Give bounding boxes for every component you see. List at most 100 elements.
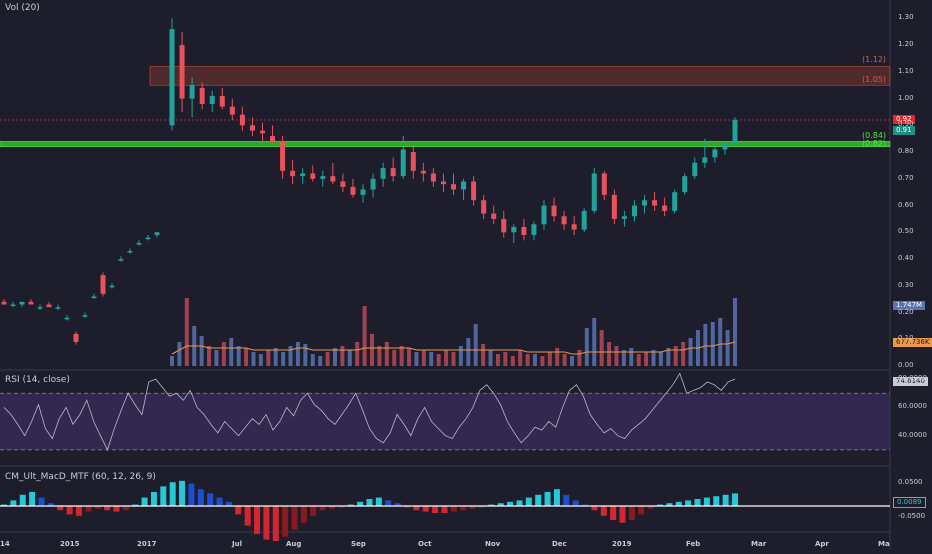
- volume-bar: [236, 346, 241, 366]
- candle-body: [169, 29, 175, 126]
- volume-bar: [651, 350, 656, 366]
- candle-body: [440, 181, 446, 185]
- macd-histogram-bar: [647, 506, 654, 509]
- candle-body: [702, 157, 708, 163]
- volume-bar: [421, 350, 426, 366]
- macd-histogram-bar: [432, 506, 439, 513]
- candle-body: [270, 136, 276, 142]
- time-axis-label: Dec: [552, 540, 567, 548]
- volume-bar: [599, 330, 604, 366]
- candle-body: [82, 315, 88, 317]
- volume-bar: [170, 356, 174, 366]
- price-tick-label: 0.30: [898, 280, 914, 289]
- volume-bar: [703, 324, 708, 366]
- rsi-tick-label: 60.0000: [898, 402, 927, 411]
- volume-bar: [214, 350, 219, 366]
- rsi-tick-label: 80.0000: [898, 374, 927, 383]
- macd-histogram-bar: [207, 493, 214, 506]
- volume-bar: [362, 306, 367, 366]
- candle-body: [400, 149, 406, 177]
- time-axis-label: Aug: [286, 540, 302, 548]
- volume-bar: [503, 352, 508, 366]
- candle-body: [501, 218, 507, 233]
- candle-body: [672, 192, 678, 211]
- macd-histogram-bar: [394, 503, 401, 506]
- macd-histogram-bar: [160, 486, 167, 506]
- price-tick-label: 0.90: [898, 120, 914, 129]
- macd-histogram-bar: [516, 500, 523, 506]
- volume-bar: [258, 354, 263, 366]
- rsi-tick-label: 40.0000: [898, 430, 927, 439]
- macd-histogram-bar: [329, 506, 336, 509]
- last-price-badge: 0.92: [893, 115, 915, 124]
- time-axis-label: Nov: [485, 540, 501, 548]
- candle-body: [662, 205, 668, 211]
- volume-bar: [288, 346, 293, 366]
- candle-body: [631, 205, 637, 217]
- candle-body: [692, 162, 698, 177]
- volume-bar: [688, 338, 693, 366]
- macd-histogram-bar: [488, 504, 495, 506]
- macd-histogram-bar: [619, 506, 626, 523]
- candle-body: [100, 275, 106, 294]
- macd-histogram-bar: [703, 497, 710, 506]
- volume-bar: [540, 356, 545, 366]
- volume-bar: [199, 336, 204, 366]
- volume-pane-label: Vol (20): [5, 3, 40, 13]
- volume-bar: [681, 342, 686, 366]
- macd-histogram-bar: [732, 493, 738, 506]
- price-tick-label: 0.10: [898, 334, 914, 343]
- macd-histogram-bar: [441, 506, 448, 513]
- price-tick-label: 0.40: [898, 254, 914, 263]
- candle-body: [290, 170, 296, 177]
- candle-body: [259, 130, 265, 134]
- volume-bar: [621, 350, 626, 366]
- volume-bar: [177, 342, 182, 366]
- macd-histogram-bar: [132, 504, 139, 506]
- candle-body: [209, 95, 215, 104]
- volume-bar: [332, 348, 337, 366]
- macd-histogram-bar: [535, 494, 542, 506]
- macd-histogram-bar: [713, 496, 720, 506]
- candle-body: [189, 85, 195, 99]
- candle-body: [310, 173, 316, 179]
- volume-bar: [429, 352, 434, 366]
- macd-histogram-bar: [422, 506, 429, 512]
- resistance-top-label: (1.12): [862, 55, 887, 64]
- candle-body: [179, 45, 185, 99]
- volume-bar: [547, 352, 552, 366]
- candle-body: [521, 226, 527, 235]
- macd-histogram-bar: [338, 506, 345, 508]
- candle-body: [73, 333, 79, 342]
- macd-histogram-bar: [319, 506, 326, 511]
- candle-body: [611, 194, 617, 219]
- time-axis-label: Apr: [815, 540, 829, 548]
- candle-body: [37, 307, 43, 309]
- candle-body: [451, 184, 456, 190]
- price-tick-label: 0.00: [898, 361, 914, 369]
- macd-histogram-bar: [600, 506, 607, 516]
- macd-histogram-bar: [610, 506, 617, 520]
- candle-body: [10, 304, 16, 306]
- macd-histogram-bar: [694, 499, 701, 506]
- price-tick-label: 0.20: [898, 307, 914, 316]
- candle-body: [19, 301, 25, 305]
- macd-histogram-bar: [122, 506, 129, 511]
- volume-bar: [310, 354, 315, 366]
- volume-bar: [295, 342, 300, 366]
- volume-bar: [725, 330, 730, 366]
- candle-body: [471, 181, 477, 201]
- macd-histogram-bar: [666, 503, 673, 506]
- volume-bar: [458, 346, 463, 366]
- time-axis-label: 2019: [612, 540, 632, 548]
- macd-histogram-bar: [47, 503, 54, 506]
- price-tick-label: 1.30: [898, 13, 914, 22]
- macd-histogram-bar: [553, 489, 560, 506]
- macd-histogram-bar: [628, 506, 635, 520]
- macd-histogram-bar: [94, 506, 101, 509]
- time-axis-label: Jul: [232, 540, 242, 548]
- volume-bar: [518, 350, 523, 366]
- volume-bar: [555, 348, 560, 366]
- candle-body: [154, 232, 160, 235]
- macd-histogram-bar: [19, 494, 26, 506]
